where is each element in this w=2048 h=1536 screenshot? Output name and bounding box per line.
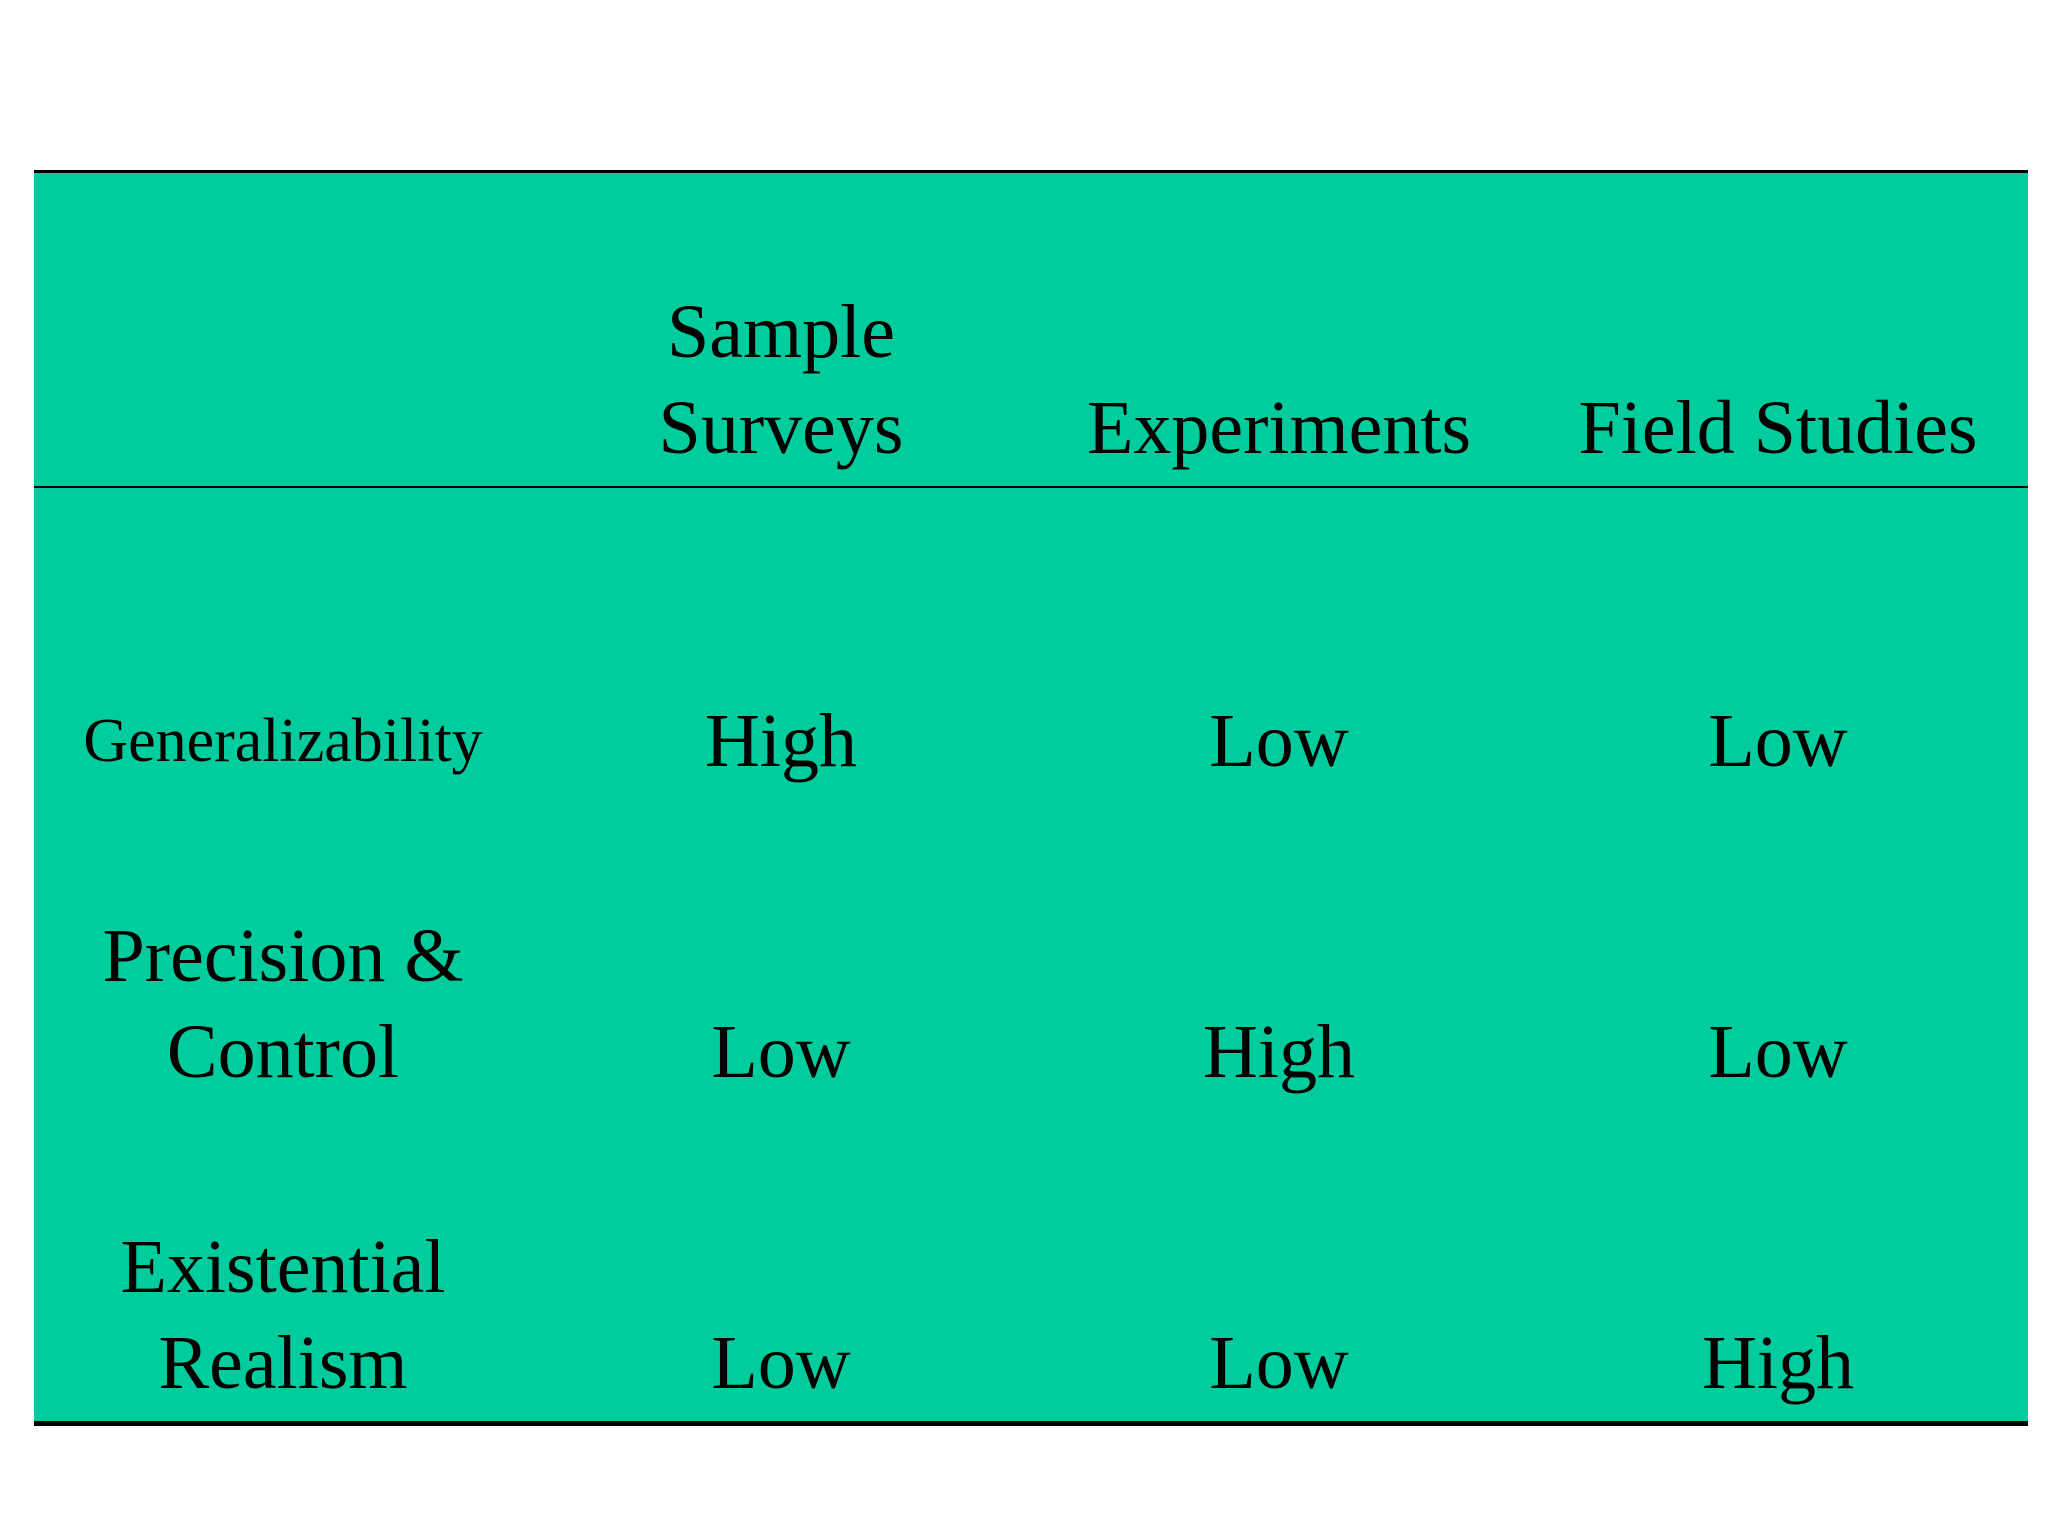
- header-experiments-label: Experiments: [1086, 386, 1472, 470]
- header-empty-cell: [34, 171, 532, 488]
- row-label-precision-control: Precision & Control: [34, 799, 532, 1110]
- cell-generalizability-field-studies: Low: [1528, 487, 2028, 799]
- comparison-table: Sample Surveys Experiments Field Studies…: [34, 170, 2028, 1426]
- cell-precision-field-studies: Low: [1528, 799, 2028, 1110]
- header-row: Sample Surveys Experiments Field Studies: [34, 171, 2028, 488]
- header-field-studies-label: Field Studies: [1578, 386, 1978, 470]
- cell-generalizability-sample-surveys: High: [532, 487, 1030, 799]
- header-experiments: Experiments: [1030, 171, 1528, 488]
- cell-precision-sample-surveys: Low: [532, 799, 1030, 1110]
- row-label-generalizability-text: Generalizability: [83, 707, 483, 775]
- header-sample-surveys-line-1: Sample: [667, 290, 895, 374]
- header-sample-surveys: Sample Surveys: [532, 171, 1030, 488]
- cell-realism-sample-surveys: Low: [532, 1110, 1030, 1424]
- table-row: Precision & Control Low High Low: [34, 799, 2028, 1110]
- table-row: Existential Realism Low Low High: [34, 1110, 2028, 1424]
- row-label-precision-control-line-1: Precision &: [102, 914, 464, 998]
- row-label-precision-control-line-2: Control: [166, 1010, 400, 1094]
- cell-generalizability-experiments: Low: [1030, 487, 1528, 799]
- row-label-existential-realism: Existential Realism: [34, 1110, 532, 1424]
- row-label-generalizability: Generalizability: [34, 487, 532, 799]
- cell-precision-experiments: High: [1030, 799, 1528, 1110]
- cell-realism-field-studies: High: [1528, 1110, 2028, 1424]
- cell-realism-experiments: Low: [1030, 1110, 1528, 1424]
- row-label-existential-realism-line-2: Realism: [158, 1321, 408, 1405]
- header-field-studies: Field Studies: [1528, 171, 2028, 488]
- header-sample-surveys-line-2: Surveys: [658, 386, 904, 470]
- table-row: Generalizability High Low Low: [34, 487, 2028, 799]
- row-label-existential-realism-line-1: Existential: [120, 1225, 446, 1309]
